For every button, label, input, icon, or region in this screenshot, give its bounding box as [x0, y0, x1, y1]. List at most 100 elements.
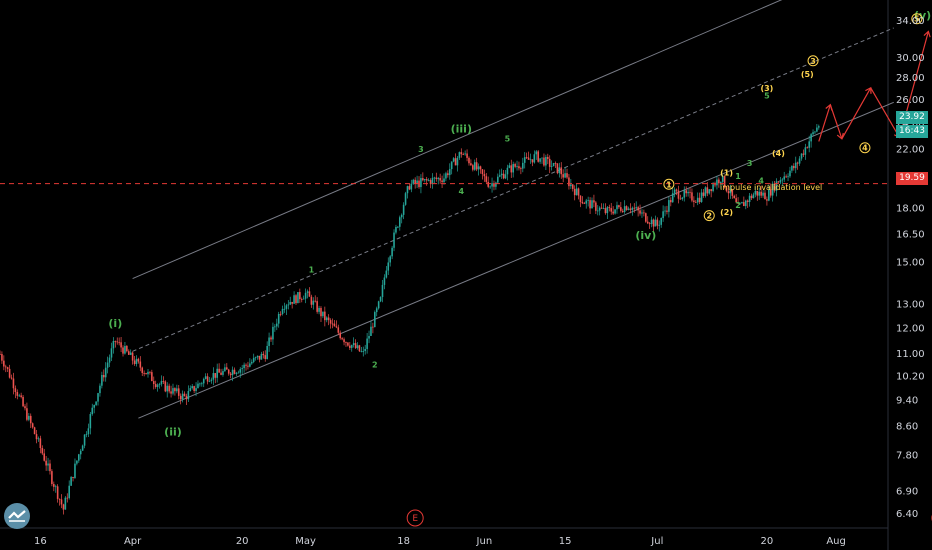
candle-body [49, 463, 51, 472]
candle-body [51, 471, 53, 485]
candle-body [773, 183, 776, 191]
wave-label: (3) [760, 84, 773, 93]
candle-body [591, 200, 593, 209]
candle-body [277, 313, 280, 324]
candle-body [568, 177, 570, 187]
bar-countdown-tag: 16:43 [896, 125, 928, 138]
candle-body [281, 308, 284, 314]
candle-body [464, 153, 466, 155]
candle-body [752, 194, 755, 199]
candle-body [260, 353, 263, 360]
price-tick-label: 34.00 [896, 16, 925, 27]
candle-body [387, 262, 390, 271]
candle-body [579, 195, 582, 202]
candle-body [239, 369, 242, 373]
candle-body [135, 358, 138, 364]
price-tick-label: 24.00 [896, 119, 925, 130]
time-tick-label: 20 [761, 536, 774, 547]
candle-body [791, 165, 793, 171]
candle-body [397, 226, 399, 228]
candle-body [99, 385, 101, 394]
candle-body [702, 192, 705, 196]
candle-body [497, 176, 499, 183]
wave-label-circle [807, 55, 819, 67]
candle-body [621, 210, 624, 212]
candle-body [83, 434, 86, 446]
candle-body [804, 147, 807, 155]
candle-body [606, 207, 609, 214]
candle-body [375, 308, 378, 313]
projection-segment [818, 104, 831, 142]
price-tick-label: 16.50 [896, 229, 925, 240]
candle-body [514, 164, 516, 167]
candle-body [118, 342, 120, 344]
candle-body [158, 384, 161, 385]
candle-body [427, 180, 430, 181]
time-axis[interactable]: 16 Apr 20 May 18 Jun 15 Jul 20 Aug [34, 536, 846, 547]
candle-body [289, 301, 292, 305]
candle-body [729, 189, 732, 194]
candle-body [47, 463, 49, 466]
candle-body [781, 179, 784, 181]
candle-body [460, 152, 463, 155]
candle-body [719, 181, 722, 184]
candle-body [548, 158, 551, 167]
candle-body [10, 377, 13, 379]
candle-body [279, 313, 282, 315]
candle-body [252, 357, 255, 362]
price-axis[interactable]: 34.0030.0028.0026.0024.0022.0020.0018.00… [896, 16, 925, 520]
candle-body [625, 206, 628, 210]
candle-body [620, 207, 622, 211]
candle-body [475, 162, 478, 170]
candle-body [806, 147, 809, 149]
candle-body [201, 383, 203, 385]
candle-body [214, 373, 217, 378]
candle-body [275, 323, 278, 327]
projection-segment [829, 104, 843, 140]
candle-body [156, 384, 159, 388]
price-tick-label: 7.80 [896, 450, 918, 461]
wave-label: 2 [735, 201, 741, 210]
event-markers[interactable]: EE [406, 509, 932, 527]
candle-body [739, 203, 741, 205]
candle-body [487, 181, 490, 187]
candle-body [74, 463, 76, 478]
candle-body [610, 208, 613, 212]
candle-body [666, 210, 668, 212]
candle-body [725, 187, 728, 192]
candle-body [139, 361, 142, 368]
candle-body [685, 190, 687, 194]
candle-body [22, 396, 24, 407]
candle-body [812, 132, 814, 135]
candle-body [56, 486, 59, 499]
candle-body [710, 189, 712, 192]
candle-body [416, 180, 418, 184]
candle-body [629, 208, 632, 210]
candle-body [675, 189, 678, 191]
candle-body [564, 173, 566, 178]
wave-label: (iii) [451, 122, 472, 135]
candle-body [176, 388, 178, 392]
candle-body [506, 167, 509, 175]
candle-body [325, 317, 328, 321]
candle-body [391, 247, 393, 257]
candle-body [635, 207, 638, 209]
price-tick-label: 12.00 [896, 323, 925, 334]
candle-body [35, 434, 38, 440]
candle-body [696, 197, 699, 203]
candle-body [339, 332, 342, 339]
candle-body [783, 176, 786, 180]
tradingview-logo-icon[interactable] [4, 503, 30, 529]
candle-body [516, 166, 518, 168]
candle-body [141, 367, 144, 373]
candle-body [596, 210, 599, 212]
candle-body [26, 408, 28, 420]
price-tick-label: 28.00 [896, 73, 925, 84]
candle-body [462, 154, 465, 156]
candle-body [652, 219, 655, 227]
candle-body [433, 177, 436, 179]
candle-body [256, 355, 259, 358]
candle-body [479, 166, 482, 170]
candle-body [458, 152, 461, 158]
